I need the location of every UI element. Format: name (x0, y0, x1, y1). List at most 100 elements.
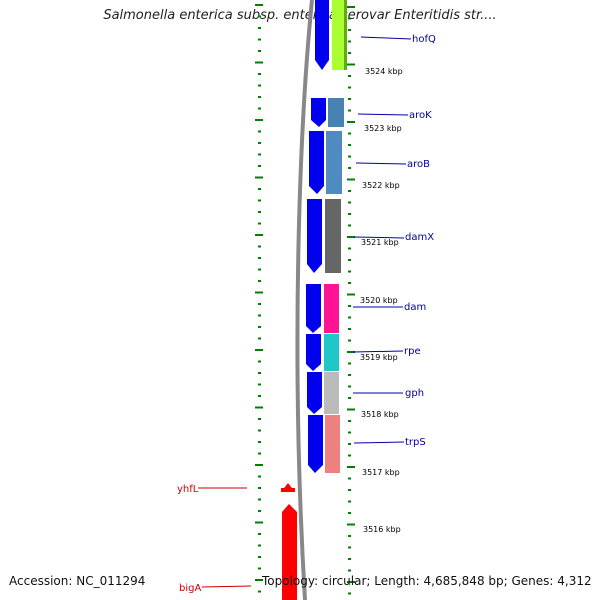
outer-major-tick (255, 349, 263, 351)
outer-minor-tick (258, 222, 261, 225)
outer-minor-tick (258, 452, 261, 455)
inner-minor-tick (348, 282, 351, 284)
outer-minor-tick (258, 268, 261, 271)
outer-major-tick (255, 464, 263, 466)
ruler-tick-label: 3519 kbp (360, 353, 398, 362)
gene-label-damX: damX (405, 232, 434, 243)
outer-minor-tick (258, 360, 261, 363)
gene-bigA[interactable] (282, 504, 297, 600)
inner-minor-tick (348, 224, 351, 227)
outer-major-tick (255, 291, 263, 294)
outer-minor-tick (258, 510, 261, 512)
outer-minor-tick (258, 383, 261, 386)
inner-major-tick (347, 408, 355, 411)
outer-minor-tick (258, 188, 261, 190)
gene-gph[interactable] (307, 372, 339, 414)
gene-aroK-cog (328, 98, 344, 127)
outer-minor-tick (258, 245, 261, 248)
gene-dam-arrow (306, 284, 321, 333)
gene-label-rpe: rpe (404, 346, 421, 357)
inner-minor-tick (348, 431, 351, 434)
inner-major-tick (347, 236, 355, 238)
gene-hofQ[interactable] (315, 0, 347, 70)
outer-minor-tick (258, 475, 261, 478)
inner-major-tick (347, 351, 355, 353)
genome-summary: Topology: circular; Length: 4,685,848 bp… (262, 574, 592, 588)
outer-minor-tick (258, 142, 261, 144)
outer-minor-tick (258, 533, 261, 535)
gene-rpe-arrow (306, 334, 321, 371)
gene-damX[interactable] (307, 199, 341, 273)
inner-minor-tick (348, 362, 351, 365)
gene-label-dam: dam (404, 302, 426, 313)
inner-minor-tick (348, 397, 351, 399)
inner-tick-track (347, 6, 355, 595)
gene-aroK-arrow (311, 98, 326, 127)
outer-major-tick (255, 61, 263, 64)
inner-minor-tick (348, 132, 351, 135)
gene-aroB[interactable] (309, 131, 342, 194)
outer-minor-tick (258, 257, 261, 259)
inner-minor-tick (348, 500, 351, 503)
outer-minor-tick (258, 96, 261, 98)
inner-minor-tick (348, 477, 351, 480)
inner-major-tick (347, 6, 355, 8)
outer-minor-tick (258, 556, 261, 558)
outer-tick-track (255, 4, 263, 593)
ruler-tick-label: 3517 kbp (362, 468, 400, 477)
outer-minor-tick (258, 544, 261, 547)
outer-minor-tick (258, 15, 261, 18)
gene-aroK[interactable] (311, 98, 344, 127)
outer-minor-tick (258, 130, 261, 133)
outer-minor-tick (258, 199, 261, 202)
inner-major-tick (347, 121, 355, 123)
accession-label: Accession: NC_011294 (9, 574, 146, 588)
gene-trpS[interactable] (308, 415, 340, 473)
inner-major-tick (347, 178, 355, 181)
inner-minor-tick (348, 420, 351, 422)
inner-minor-tick (348, 512, 351, 514)
gene-label-aroB: aroB (407, 159, 430, 170)
inner-minor-tick (348, 454, 351, 457)
ruler-tick-label: 3518 kbp (361, 410, 399, 419)
outer-minor-tick (258, 372, 261, 374)
gene-label-yhfL: yhfL (177, 484, 199, 495)
outer-minor-tick (258, 73, 261, 75)
inner-minor-tick (348, 75, 351, 77)
inner-minor-tick (348, 109, 351, 112)
gene-trpS-arrow (308, 415, 323, 473)
inner-minor-tick (348, 374, 351, 376)
ruler-tick-label: 3516 kbp (363, 525, 401, 534)
outer-minor-tick (258, 326, 261, 328)
outer-major-tick (255, 119, 263, 121)
inner-minor-tick (348, 167, 351, 169)
inner-minor-tick (348, 305, 351, 307)
inner-minor-tick (348, 270, 351, 273)
inner-minor-tick (348, 316, 351, 319)
inner-major-tick (347, 523, 355, 526)
gene-rpe[interactable] (306, 334, 339, 371)
gene-yhfL[interactable] (281, 483, 295, 492)
inner-minor-tick (348, 144, 351, 146)
outer-minor-tick (258, 165, 261, 167)
inner-minor-tick (348, 40, 351, 43)
outer-minor-tick (258, 418, 261, 420)
outer-minor-tick (258, 27, 261, 29)
outer-minor-tick (258, 567, 261, 570)
inner-minor-tick (348, 443, 351, 445)
ruler-tick-label: 3522 kbp (362, 181, 400, 190)
inner-minor-tick (348, 29, 351, 31)
inner-minor-tick (348, 535, 351, 537)
gene-label-aroK: aroK (409, 110, 432, 121)
gene-dam-cog (324, 284, 339, 333)
inner-major-tick (347, 293, 355, 296)
outer-minor-tick (258, 303, 261, 305)
inner-major-tick (347, 63, 355, 66)
gene-aroB-cog (326, 131, 342, 194)
outer-major-tick (255, 406, 263, 409)
inner-minor-tick (348, 17, 351, 20)
inner-minor-tick (348, 558, 351, 560)
inner-minor-tick (348, 592, 351, 595)
gene-dam[interactable] (306, 284, 339, 333)
genome-backbone (295, 0, 314, 600)
